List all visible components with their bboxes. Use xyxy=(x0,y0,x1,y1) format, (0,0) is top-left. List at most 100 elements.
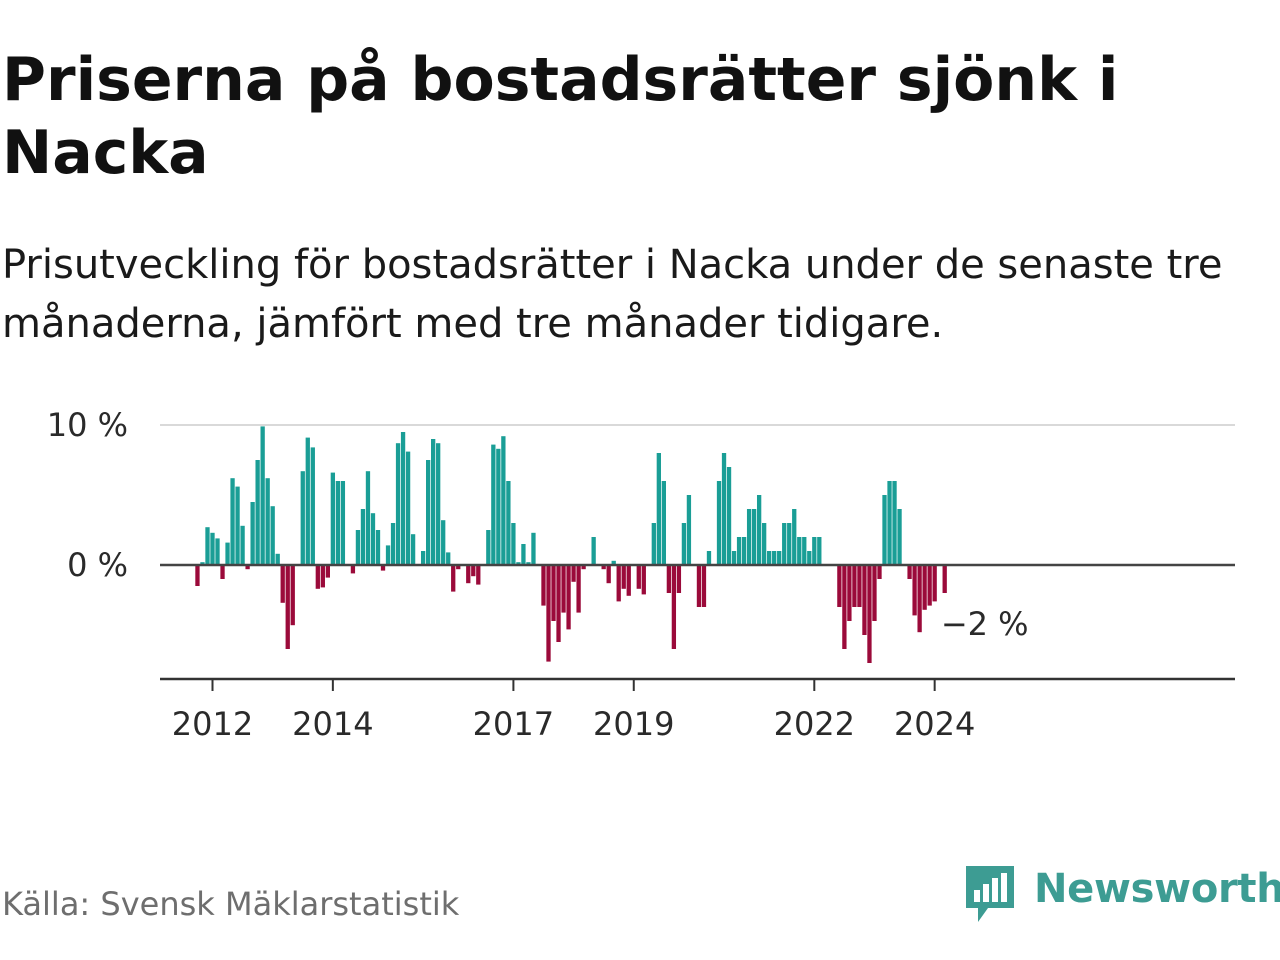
bar xyxy=(897,509,902,565)
bar xyxy=(892,481,897,565)
bar xyxy=(751,509,757,565)
bar xyxy=(395,443,401,565)
bar xyxy=(451,565,456,592)
bars xyxy=(195,426,947,663)
bar xyxy=(200,562,205,565)
bar xyxy=(315,565,320,589)
bar xyxy=(385,545,391,565)
bar xyxy=(812,537,817,565)
bar xyxy=(942,565,947,593)
bar xyxy=(325,565,330,578)
bar xyxy=(566,565,571,630)
bar xyxy=(927,565,932,606)
bar xyxy=(626,565,631,596)
bar xyxy=(756,495,762,565)
bar xyxy=(526,562,531,565)
bar xyxy=(857,565,862,607)
bar xyxy=(882,495,887,565)
bar xyxy=(320,565,325,588)
bar xyxy=(340,481,346,565)
bar xyxy=(230,478,235,565)
bar xyxy=(641,565,646,595)
bar xyxy=(887,481,892,565)
bar xyxy=(797,537,802,565)
bar xyxy=(491,444,496,565)
bar xyxy=(420,551,426,565)
bar xyxy=(330,472,336,565)
bar xyxy=(666,565,672,593)
bar xyxy=(767,551,772,565)
bar xyxy=(862,565,867,635)
bar xyxy=(736,537,742,565)
bar xyxy=(551,565,556,621)
x-tick-label: 2024 xyxy=(894,705,975,740)
bar xyxy=(716,481,722,565)
newsworthy-logo-icon xyxy=(966,866,1014,922)
bar xyxy=(852,565,857,607)
x-tick-label: 2012 xyxy=(172,705,253,740)
bar xyxy=(350,565,356,574)
x-tick-label: 2022 xyxy=(774,705,855,740)
bar xyxy=(380,565,386,571)
bar xyxy=(260,426,265,565)
bar xyxy=(621,565,626,589)
bar xyxy=(802,537,807,565)
bar xyxy=(746,509,752,565)
bar xyxy=(807,551,812,565)
bar xyxy=(777,551,782,565)
bar xyxy=(506,481,511,565)
bar xyxy=(220,565,225,579)
x-tick-label: 2014 xyxy=(292,705,373,740)
bar xyxy=(195,565,200,586)
y-tick-label: 10 % xyxy=(47,406,128,444)
bar xyxy=(706,551,712,565)
bar xyxy=(310,447,315,565)
x-tick-label: 2017 xyxy=(473,705,554,740)
bar xyxy=(471,565,476,577)
bar xyxy=(561,565,566,613)
bar xyxy=(847,565,852,621)
bar xyxy=(225,542,230,565)
bar xyxy=(365,471,371,565)
bar xyxy=(375,530,381,565)
bar xyxy=(576,565,581,613)
bar xyxy=(762,523,767,565)
bar xyxy=(496,448,501,565)
bar xyxy=(907,565,912,579)
bar xyxy=(270,506,275,565)
bar xyxy=(410,534,416,565)
bar xyxy=(877,565,882,579)
bar xyxy=(205,527,210,565)
bar xyxy=(486,530,491,565)
last-value-annotation: −2 % xyxy=(941,605,1029,643)
bar xyxy=(917,565,922,633)
bar xyxy=(912,565,917,616)
bar xyxy=(541,565,546,606)
bar xyxy=(872,565,877,621)
bar xyxy=(436,443,441,565)
bar xyxy=(611,560,616,565)
bar xyxy=(837,565,842,607)
bar xyxy=(405,451,411,565)
bar xyxy=(601,565,606,570)
bar xyxy=(215,538,220,565)
bar xyxy=(290,565,295,626)
bar xyxy=(400,432,406,565)
bar xyxy=(571,565,576,582)
bar xyxy=(661,481,666,565)
bar xyxy=(240,525,245,565)
bar xyxy=(842,565,847,649)
bar xyxy=(792,509,797,565)
bar xyxy=(360,509,366,565)
bar xyxy=(355,530,361,565)
x-tick-label: 2019 xyxy=(593,705,674,740)
bar xyxy=(671,565,677,649)
bar xyxy=(681,523,687,565)
bar xyxy=(300,471,305,565)
axes xyxy=(160,563,1235,691)
bar xyxy=(235,486,240,565)
bar xyxy=(255,460,260,565)
bar xyxy=(606,565,611,584)
bar xyxy=(591,537,596,565)
bar xyxy=(676,565,682,593)
